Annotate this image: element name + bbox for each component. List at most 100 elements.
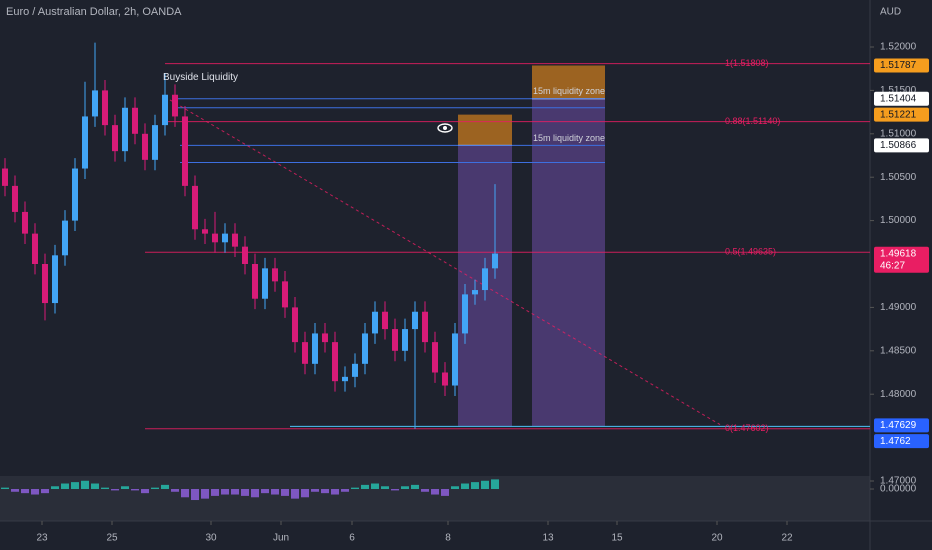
histogram-bar <box>241 489 249 496</box>
histogram-bar <box>291 489 299 499</box>
candle-body <box>492 253 498 269</box>
x-tick-label: 25 <box>106 533 118 544</box>
candle-body <box>152 125 158 160</box>
candle-body <box>412 311 418 330</box>
histogram-bar <box>71 482 79 490</box>
candle-body <box>92 90 98 117</box>
candle-body <box>102 90 108 126</box>
histogram-bar <box>271 489 279 495</box>
histogram-bar <box>421 489 429 492</box>
histogram-bar <box>121 486 129 490</box>
histogram-bar <box>151 487 159 490</box>
candle-body <box>232 233 238 247</box>
x-tick-label: 8 <box>445 533 451 544</box>
candle-body <box>372 311 378 334</box>
histogram-bar <box>211 489 219 496</box>
eye-icon <box>437 123 453 133</box>
price-tag-label: 1.51221 <box>880 109 917 120</box>
histogram-bar <box>171 489 179 492</box>
zone-body <box>532 98 605 427</box>
trendline <box>169 99 721 426</box>
indicator-pane <box>0 476 870 521</box>
price-tag-label: 1.51404 <box>880 93 917 104</box>
candle-body <box>202 229 208 234</box>
histogram-bar <box>431 489 439 495</box>
candle-body <box>32 233 38 265</box>
histogram-bar <box>91 483 99 490</box>
candle-body <box>332 342 338 382</box>
histogram-bar <box>181 489 189 498</box>
candle-body <box>482 268 488 291</box>
candle-body <box>132 107 138 134</box>
histogram-bar <box>441 489 449 496</box>
fib-label: 0.5(1.49635) <box>725 247 776 257</box>
price-tag-label: 1.51787 <box>880 60 917 71</box>
chart-title: Euro / Australian Dollar, 2h, OANDA <box>6 6 182 18</box>
candle-body <box>382 311 388 330</box>
histogram-bar <box>471 482 479 490</box>
histogram-bar <box>61 483 69 490</box>
price-tag <box>874 418 929 433</box>
histogram-bar <box>31 489 39 495</box>
histogram-bar <box>411 484 419 490</box>
x-tick-label: 30 <box>205 533 217 544</box>
y-tick-label: 1.47000 <box>880 476 917 487</box>
histogram-bar <box>221 489 229 495</box>
x-tick-label: 20 <box>711 533 723 544</box>
histogram-bar <box>131 489 139 491</box>
candle-body <box>242 246 248 265</box>
histogram-bar <box>251 489 259 498</box>
histogram-bar <box>451 486 459 490</box>
candle-body <box>72 168 78 221</box>
histogram-bar <box>41 489 49 494</box>
histogram-bar <box>191 489 199 501</box>
histogram-bar <box>231 489 239 495</box>
histogram-bar <box>361 484 369 490</box>
candle-body <box>112 125 118 152</box>
candle-body <box>222 233 228 243</box>
x-tick-label: 6 <box>349 533 355 544</box>
zone-label: 15m liquidity zone <box>533 133 605 143</box>
price-tag-label: 1.50866 <box>880 140 917 151</box>
candle-body <box>282 281 288 308</box>
histogram-bar <box>491 479 499 490</box>
candle-body <box>322 333 328 343</box>
price-tag-label: 1.4762 <box>880 436 911 447</box>
candle-body <box>22 211 28 234</box>
histogram-bar <box>81 480 89 490</box>
fib-label: 1(1.51808) <box>725 58 769 68</box>
y-tick-label: 1.50000 <box>880 215 917 226</box>
candle-body <box>122 107 128 152</box>
y-tick-label: 0.00000 <box>880 484 917 495</box>
y-tick-label: 1.51000 <box>880 128 917 139</box>
candle-body <box>302 342 308 364</box>
zone-label: 15m liquidity zone <box>533 86 605 96</box>
price-tag <box>874 434 929 449</box>
histogram-bar <box>331 489 339 495</box>
candle-body <box>462 294 468 334</box>
candle-body <box>262 268 268 299</box>
candle-body <box>82 116 88 169</box>
price-tag <box>874 107 929 122</box>
histogram-bar <box>161 484 169 490</box>
histogram-bar <box>371 483 379 490</box>
price-tag <box>874 138 929 153</box>
price-tag <box>874 91 929 106</box>
histogram-bar <box>51 486 59 490</box>
histogram-bar <box>11 489 19 492</box>
price-tag-label: 1.47629 <box>880 420 917 431</box>
countdown: 46:27 <box>880 260 905 271</box>
candle-body <box>312 333 318 364</box>
histogram-bar <box>311 489 319 492</box>
histogram-bar <box>301 489 309 498</box>
candle-body <box>162 94 168 126</box>
price-tag <box>874 58 929 73</box>
histogram-bar <box>1 487 9 490</box>
histogram-bar <box>281 489 289 496</box>
candle-body <box>452 333 458 386</box>
histogram-bar <box>401 486 409 490</box>
candle-body <box>252 264 258 299</box>
x-tick-label: 13 <box>542 533 554 544</box>
candle-body <box>392 329 398 351</box>
candle-body <box>442 372 448 386</box>
